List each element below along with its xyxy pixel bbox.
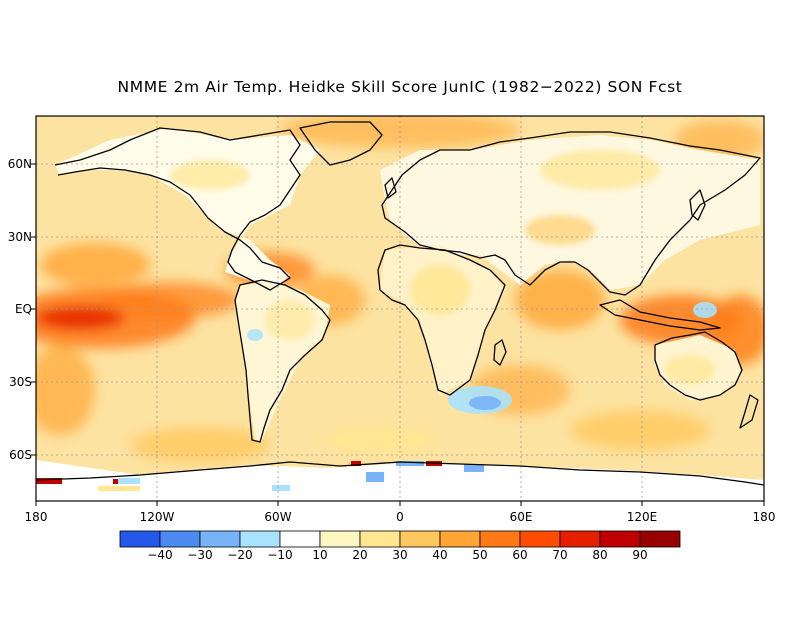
colorbar-tick-label: 10 (312, 548, 328, 562)
colorbar-swatch (279, 530, 321, 548)
colorbar-tick-label: 50 (472, 548, 488, 562)
map-title: NMME 2m Air Temp. Heidke Skill Score Jun… (117, 78, 683, 96)
colorbar-tick-label: −20 (227, 548, 253, 562)
lon-label-180e: 180 (752, 510, 776, 524)
colorbar-swatch (399, 530, 441, 548)
lat-label-60n: 60N (7, 157, 32, 171)
africa-coast (377, 244, 506, 396)
colorbar-tick-label: −30 (187, 548, 213, 562)
lon-label-60e: 60E (509, 510, 533, 524)
uk-coast (384, 177, 397, 199)
lat-label-eq: EQ (14, 302, 32, 316)
colorbar-tick-label: −10 (267, 548, 293, 562)
lon-label-0: 0 (396, 510, 404, 524)
colorbar-swatch (639, 530, 681, 548)
tick-marks (31, 163, 765, 506)
colorbar-swatch (319, 530, 361, 548)
madagascar-coast (493, 339, 507, 366)
lon-label-120w: 120W (139, 510, 175, 524)
new-zealand-coast (739, 394, 759, 429)
indonesia-coast (599, 299, 721, 331)
colorbar-swatch (199, 530, 241, 548)
north-america-coast (54, 127, 301, 291)
colorbar-swatch (359, 530, 401, 548)
map-field (36, 116, 764, 501)
antarctica-coast (36, 461, 764, 486)
colorbar-tick-label: 40 (432, 548, 448, 562)
australia-coast (654, 331, 743, 401)
colorbar-tick-label: 70 (552, 548, 568, 562)
lon-label-180w: 180 (24, 510, 48, 524)
colorbar (119, 530, 681, 548)
south-america-coast (234, 279, 331, 443)
negative-skill-patches (118, 302, 717, 491)
colorbar-swatch (439, 530, 481, 548)
land-skill-patches (170, 150, 715, 385)
lon-label-60w: 60W (264, 510, 292, 524)
colorbar-tick-label: 20 (352, 548, 368, 562)
coastlines (36, 121, 764, 486)
colorbar-swatch (479, 530, 521, 548)
colorbar-tick-label: −40 (147, 548, 173, 562)
colorbar-swatch (159, 530, 201, 548)
lat-label-30s: 30S (9, 375, 32, 389)
lat-label-60s: 60S (9, 448, 32, 462)
colorbar-tick-label: 60 (512, 548, 528, 562)
greenland-coast (299, 121, 383, 166)
colorbar-tick-label: 90 (632, 548, 648, 562)
colorbar-swatch (119, 530, 161, 548)
lon-label-120e: 120E (626, 510, 658, 524)
colorbar-swatch (239, 530, 281, 548)
eurasia-coast (381, 131, 761, 296)
graticule (36, 116, 764, 501)
japan-coast (689, 189, 706, 221)
colorbar-swatch (519, 530, 561, 548)
colorbar-tick-label: 30 (392, 548, 408, 562)
lat-label-30n: 30N (7, 230, 32, 244)
colorbar-swatch (599, 530, 641, 548)
colorbar-tick-label: 80 (592, 548, 608, 562)
colorbar-swatch (559, 530, 601, 548)
